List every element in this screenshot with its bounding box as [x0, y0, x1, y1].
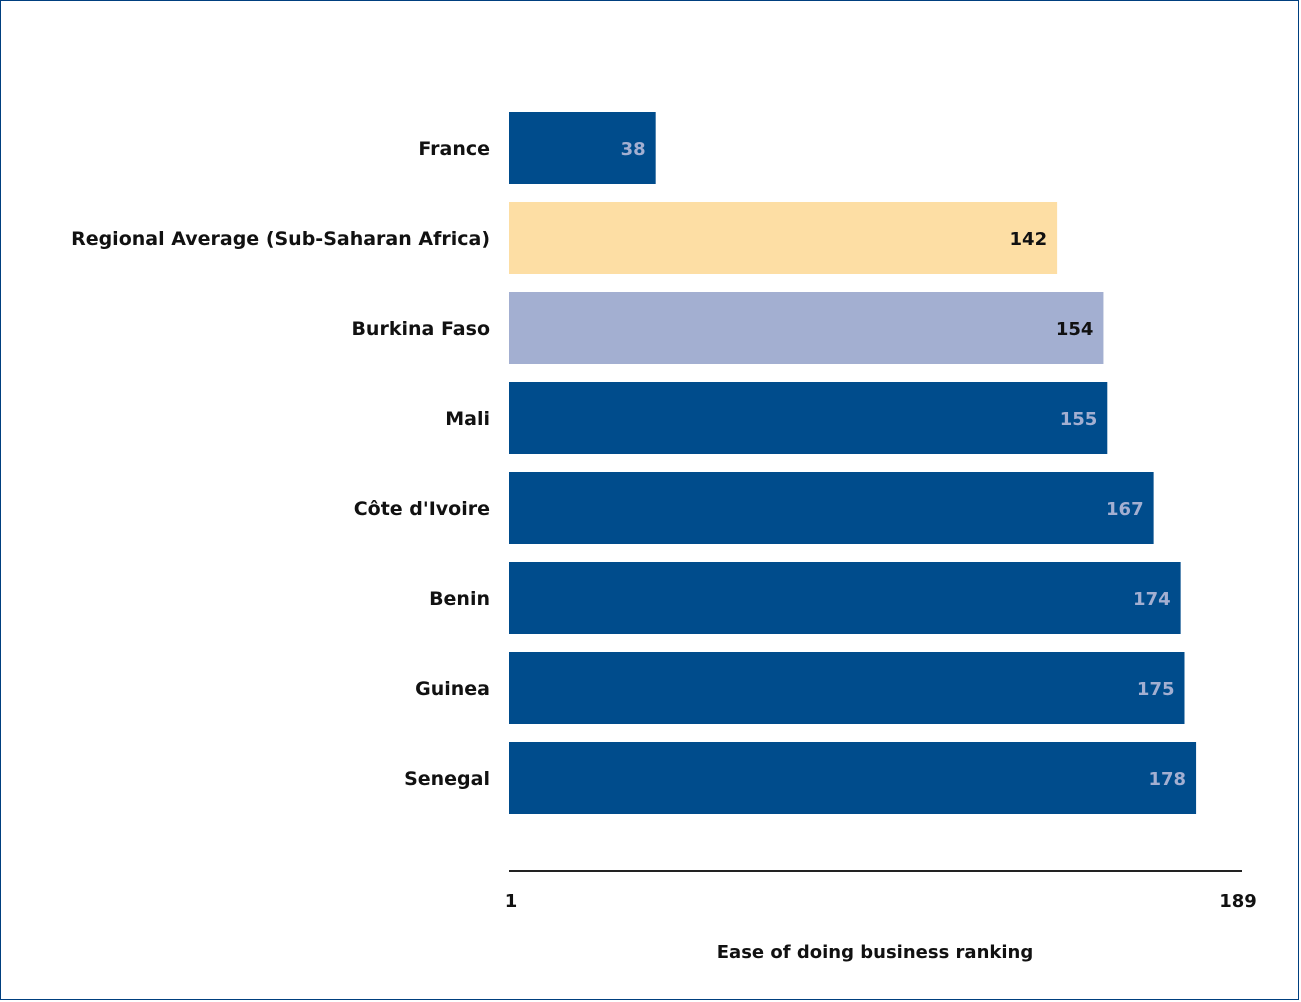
x-tick-label-min: 1: [505, 891, 518, 912]
bars-group: [509, 112, 1197, 814]
bar-regional-average-sub-saharan-africa: [509, 202, 1058, 274]
bar-mali: [509, 382, 1108, 454]
category-label-c-te-d-ivoire: Côte d'Ivoire: [354, 498, 490, 520]
x-axis-title: Ease of doing business ranking: [717, 942, 1033, 963]
category-label-burkina-faso: Burkina Faso: [351, 318, 490, 340]
bar-c-te-d-ivoire: [509, 472, 1154, 544]
bar-france: [509, 112, 656, 184]
category-label-benin: Benin: [429, 588, 490, 610]
category-label-mali: Mali: [445, 408, 490, 430]
bar-guinea: [509, 652, 1185, 724]
value-label-france: 38: [621, 139, 646, 160]
bar-burkina-faso: [509, 292, 1104, 364]
bar-benin: [509, 562, 1181, 634]
value-label-senegal: 178: [1149, 769, 1187, 790]
x-tick-label-max: 189: [1219, 891, 1257, 912]
category-label-senegal: Senegal: [404, 768, 490, 790]
value-label-c-te-d-ivoire: 167: [1106, 499, 1144, 520]
bar-senegal: [509, 742, 1197, 814]
value-labels-group: 38 142 154 155 167 174 175 178: [621, 139, 1186, 790]
value-label-burkina-faso: 154: [1056, 319, 1094, 340]
value-label-mali: 155: [1060, 409, 1098, 430]
category-label-guinea: Guinea: [415, 678, 490, 700]
value-label-benin: 174: [1133, 589, 1171, 610]
value-label-regional-average-sub-saharan-africa: 142: [1010, 229, 1048, 250]
category-labels-group: France Regional Average (Sub-Saharan Afri…: [71, 138, 490, 790]
category-label-france: France: [418, 138, 490, 160]
value-label-guinea: 175: [1137, 679, 1175, 700]
category-label-regional-average-sub-saharan-africa: Regional Average (Sub-Saharan Africa): [71, 228, 490, 250]
